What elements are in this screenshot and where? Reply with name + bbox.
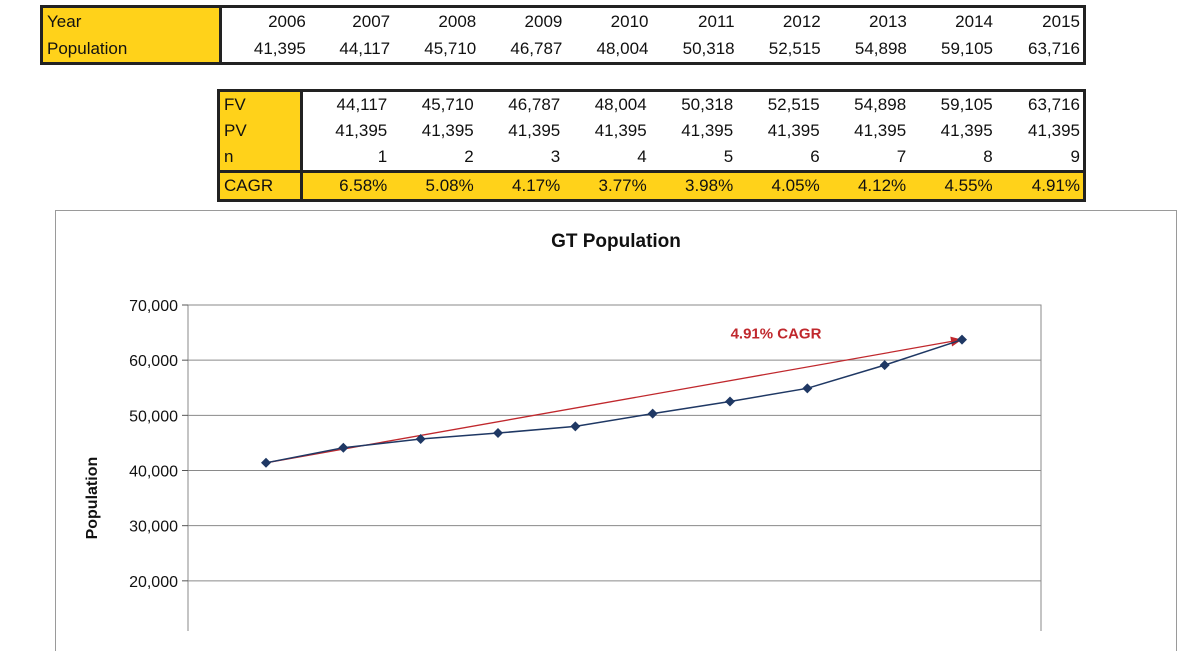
- cagr-cell: 4.91%: [995, 170, 1085, 201]
- pv-label: PV: [218, 118, 303, 144]
- y-tick-label: 30,000: [129, 519, 178, 536]
- fv-cell: 48,004: [594, 95, 647, 114]
- year-cell: 2009: [524, 11, 563, 31]
- chart-title: GT Population: [551, 231, 681, 252]
- population-cell: 41,395: [253, 38, 306, 58]
- year-cell: 2013: [869, 11, 907, 31]
- cagr-table: FV 44,117 45,710 46,787 48,004 50,318 52…: [217, 89, 1086, 202]
- y-tick-label: 10,000: [129, 629, 178, 631]
- pv-cell: 41,395: [335, 121, 388, 140]
- y-tick-label: 70,000: [129, 298, 178, 315]
- fv-cell: 44,117: [336, 95, 388, 114]
- cagr-cell: 4.05%: [736, 170, 823, 201]
- cagr-cell: 3.77%: [563, 170, 650, 201]
- fv-cell: 63,716: [1028, 95, 1080, 114]
- data-point-marker: [957, 334, 967, 345]
- data-point-marker: [647, 408, 658, 419]
- n-cell: 1: [377, 147, 388, 166]
- n-cell: 2: [464, 147, 474, 166]
- population-cell: 44,117: [339, 38, 391, 58]
- n-label: n: [218, 144, 303, 172]
- n-cell: 5: [723, 147, 734, 166]
- y-axis-label: Population: [84, 457, 101, 540]
- year-cell: 2015: [1042, 11, 1080, 31]
- cagr-cell: 4.12%: [822, 170, 910, 201]
- fv-cell: 45,710: [421, 95, 474, 114]
- year-cell: 2014: [955, 11, 993, 31]
- y-tick-label: 40,000: [129, 464, 178, 481]
- data-point-marker: [415, 433, 426, 444]
- population-cell: 50,318: [682, 38, 735, 58]
- chart-area: GT Population 70,000 60,000 50,000 40,000 30…: [55, 210, 1177, 651]
- year-cell: 2011: [698, 11, 735, 31]
- cagr-annotation: 4.91% CAGR: [731, 326, 822, 343]
- year-row: Year 2006 2007 2008 2009 2010 2011 2012 …: [41, 6, 1085, 35]
- y-tick-label: 60,000: [129, 353, 178, 370]
- fv-label: FV: [218, 90, 303, 118]
- pv-cell: 41,395: [681, 121, 734, 140]
- pv-cell: 41,395: [421, 121, 474, 140]
- population-cell: 63,716: [1028, 38, 1080, 58]
- n-cell: 9: [1070, 147, 1080, 166]
- n-cell: 8: [983, 147, 993, 166]
- cagr-cell: 4.17%: [476, 170, 564, 201]
- pv-cell: 41,395: [767, 121, 820, 140]
- data-point-marker: [879, 360, 890, 371]
- pv-cell: 41,395: [854, 121, 907, 140]
- fv-cell: 59,105: [940, 95, 993, 114]
- data-point-marker: [725, 396, 735, 407]
- year-cell: 2012: [782, 11, 821, 31]
- cagr-trend-line: [265, 340, 957, 464]
- population-cell: 52,515: [768, 38, 821, 58]
- population-label: Population: [41, 35, 222, 64]
- data-point-marker: [493, 428, 503, 439]
- fv-cell: 52,515: [767, 95, 820, 114]
- cagr-cell: 4.55%: [909, 170, 996, 201]
- fv-cell: 46,787: [508, 95, 561, 114]
- pv-cell: 41,395: [1028, 121, 1080, 140]
- data-point-marker: [802, 383, 813, 394]
- pv-row: PV 41,395 41,395 41,395 41,395 41,395 41…: [218, 118, 1085, 144]
- cagr-cell: 3.98%: [649, 170, 737, 201]
- y-tick-label: 20,000: [129, 574, 178, 591]
- pv-cell: 41,395: [940, 121, 993, 140]
- year-cell: 2010: [610, 11, 649, 31]
- population-cell: 46,787: [510, 38, 563, 58]
- data-point-marker: [570, 421, 581, 432]
- fv-row: FV 44,117 45,710 46,787 48,004 50,318 52…: [218, 90, 1085, 118]
- cagr-cell: 6.58%: [301, 170, 391, 201]
- cagr-row: CAGR 6.58% 5.08% 4.17% 3.77% 3.98% 4.05%…: [218, 170, 1085, 201]
- n-row: n 1 2 3 4 5 6 7 8 9: [218, 144, 1085, 172]
- pv-cell: 41,395: [594, 121, 647, 140]
- population-cell: 54,898: [854, 38, 907, 58]
- population-row: Population 41,395 44,117 45,710 46,787 4…: [41, 35, 1085, 64]
- fv-cell: 54,898: [854, 95, 907, 114]
- pv-cell: 41,395: [508, 121, 561, 140]
- year-cell: 2006: [268, 11, 306, 31]
- population-cell: 59,105: [940, 38, 993, 58]
- n-cell: 3: [550, 147, 561, 166]
- year-label: Year: [41, 6, 222, 35]
- data-point-marker: [261, 457, 271, 468]
- data-point-marker: [338, 442, 349, 453]
- n-cell: 4: [637, 147, 647, 166]
- population-cell: 48,004: [596, 38, 649, 58]
- n-cell: 7: [896, 147, 907, 166]
- year-cell: 2007: [352, 11, 391, 31]
- year-cell: 2008: [438, 11, 477, 31]
- population-line-chart: 70,000 60,000 50,000 40,000 30,000 20,000 10,0…: [84, 298, 1042, 631]
- population-cell: 45,710: [424, 38, 477, 58]
- population-table: Year 2006 2007 2008 2009 2010 2011 2012 …: [40, 5, 1086, 65]
- population-series-line: [265, 338, 963, 464]
- cagr-label: CAGR: [218, 170, 303, 201]
- plot-area: [187, 304, 1042, 631]
- y-tick-label: 50,000: [129, 408, 178, 425]
- fv-cell: 50,318: [681, 95, 734, 114]
- cagr-cell: 5.08%: [390, 170, 477, 201]
- n-cell: 6: [810, 147, 820, 166]
